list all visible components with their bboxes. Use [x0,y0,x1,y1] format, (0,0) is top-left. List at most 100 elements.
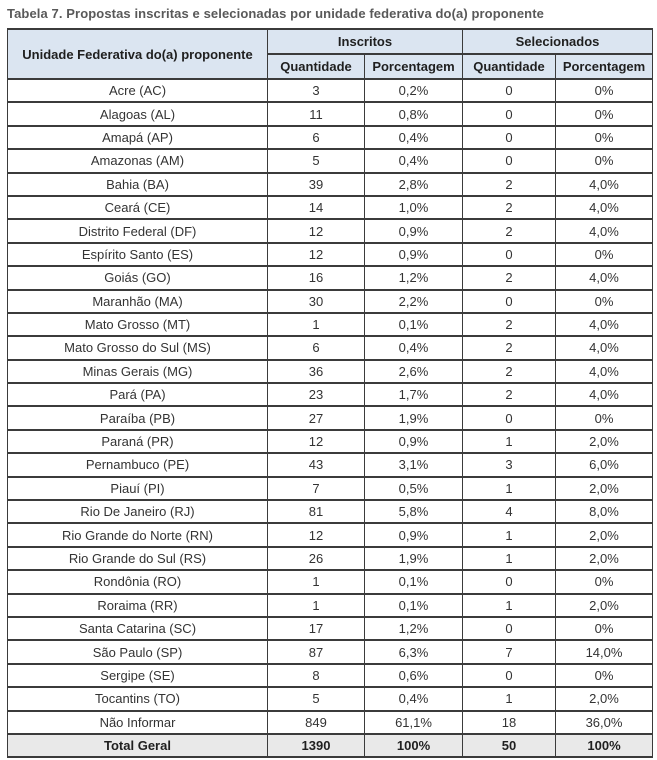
cell-inscritos-quantidade: 6 [267,124,365,151]
cell-uf: Pará (PA) [7,382,268,408]
header-group-selecionados: Selecionados [462,28,653,55]
table-row: Roraima (RR) 1 0,1% 1 2,0% [7,592,653,619]
cell-inscritos-quantidade: 39 [267,171,365,197]
table-row: Pará (PA) 23 1,7% 2 4,0% [7,382,653,408]
cell-inscritos-porcentagem: 1,0% [364,194,463,221]
cell-selecionados-porcentagem: 2,0% [555,428,653,455]
cell-uf: Amazonas (AM) [7,148,268,174]
cell-inscritos-quantidade: 14 [267,194,365,221]
cell-inscritos-porcentagem: 1,2% [364,265,463,291]
cell-inscritos-quantidade: 23 [267,382,365,408]
cell-selecionados-quantidade: 2 [462,311,556,338]
total-inscritos-porcentagem: 100% [364,732,463,759]
table-row: Espírito Santo (ES) 12 0,9% 0 0% [7,241,653,268]
cell-inscritos-quantidade: 11 [267,101,365,127]
cell-inscritos-quantidade: 12 [267,522,365,548]
cell-inscritos-quantidade: 43 [267,452,365,478]
cell-selecionados-quantidade: 2 [462,382,556,408]
cell-selecionados-porcentagem: 0% [555,101,653,127]
header-inscritos-quantidade: Quantidade [267,53,365,80]
cell-selecionados-porcentagem: 0% [555,288,653,314]
cell-inscritos-quantidade: 1 [267,569,365,595]
table-row: São Paulo (SP) 87 6,3% 7 14,0% [7,639,653,665]
table-row: Paraná (PR) 12 0,9% 1 2,0% [7,428,653,455]
cell-selecionados-quantidade: 1 [462,522,556,548]
cell-selecionados-quantidade: 1 [462,545,556,572]
cell-selecionados-porcentagem: 0% [555,124,653,151]
cell-uf: Santa Catarina (SC) [7,615,268,642]
cell-inscritos-porcentagem: 0,9% [364,218,463,244]
cell-selecionados-quantidade: 2 [462,335,556,361]
cell-selecionados-porcentagem: 8,0% [555,499,653,525]
cell-inscritos-porcentagem: 1,9% [364,405,463,431]
cell-selecionados-porcentagem: 0% [555,662,653,689]
cell-inscritos-porcentagem: 0,4% [364,335,463,361]
cell-inscritos-quantidade: 12 [267,428,365,455]
cell-selecionados-quantidade: 1 [462,686,556,712]
total-label: Total Geral [7,732,268,759]
cell-selecionados-porcentagem: 0% [555,615,653,642]
table-row: Não Informar 849 61,1% 18 36,0% [7,709,653,735]
cell-selecionados-quantidade: 0 [462,615,556,642]
table-row: Mato Grosso do Sul (MS) 6 0,4% 2 4,0% [7,335,653,361]
table-title: Tabela 7. Propostas inscritas e selecion… [7,6,544,21]
cell-inscritos-quantidade: 12 [267,218,365,244]
table-row: Paraíba (PB) 27 1,9% 0 0% [7,405,653,431]
cell-inscritos-quantidade: 17 [267,615,365,642]
cell-uf: Acre (AC) [7,77,268,104]
cell-selecionados-quantidade: 0 [462,569,556,595]
cell-selecionados-quantidade: 2 [462,194,556,221]
cell-inscritos-quantidade: 36 [267,358,365,385]
total-inscritos-quantidade: 1390 [267,732,365,759]
cell-inscritos-quantidade: 849 [267,709,365,735]
table-row: Goiás (GO) 16 1,2% 2 4,0% [7,265,653,291]
cell-uf: Rio Grande do Sul (RS) [7,545,268,572]
cell-inscritos-porcentagem: 1,2% [364,615,463,642]
cell-selecionados-quantidade: 0 [462,405,556,431]
cell-selecionados-porcentagem: 4,0% [555,218,653,244]
cell-selecionados-porcentagem: 2,0% [555,522,653,548]
cell-selecionados-porcentagem: 4,0% [555,382,653,408]
table-row: Distrito Federal (DF) 12 0,9% 2 4,0% [7,218,653,244]
cell-selecionados-quantidade: 0 [462,148,556,174]
cell-selecionados-porcentagem: 0% [555,569,653,595]
header-row-groups: Unidade Federativa do(a) proponente Insc… [7,28,653,80]
cell-uf: Espírito Santo (ES) [7,241,268,268]
cell-inscritos-porcentagem: 5,8% [364,499,463,525]
cell-uf: Paraná (PR) [7,428,268,455]
table-row: Mato Grosso (MT) 1 0,1% 2 4,0% [7,311,653,338]
cell-selecionados-porcentagem: 14,0% [555,639,653,665]
cell-uf: Paraíba (PB) [7,405,268,431]
cell-selecionados-quantidade: 1 [462,592,556,619]
cell-selecionados-quantidade: 1 [462,428,556,455]
cell-inscritos-porcentagem: 0,5% [364,475,463,502]
table-row: Rio De Janeiro (RJ) 81 5,8% 4 8,0% [7,499,653,525]
cell-selecionados-porcentagem: 2,0% [555,592,653,619]
cell-uf: Distrito Federal (DF) [7,218,268,244]
cell-uf: Sergipe (SE) [7,662,268,689]
cell-uf: Amapá (AP) [7,124,268,151]
cell-uf: Ceará (CE) [7,194,268,221]
table-row: Bahia (BA) 39 2,8% 2 4,0% [7,171,653,197]
cell-selecionados-porcentagem: 4,0% [555,265,653,291]
cell-selecionados-porcentagem: 0% [555,241,653,268]
cell-selecionados-quantidade: 4 [462,499,556,525]
cell-selecionados-quantidade: 2 [462,265,556,291]
header-uf: Unidade Federativa do(a) proponente [7,28,268,80]
cell-uf: Não Informar [7,709,268,735]
cell-inscritos-quantidade: 81 [267,499,365,525]
table-row: Rondônia (RO) 1 0,1% 0 0% [7,569,653,595]
proposals-by-state-table: Unidade Federativa do(a) proponente Insc… [7,28,653,759]
cell-selecionados-quantidade: 1 [462,475,556,502]
cell-inscritos-porcentagem: 0,1% [364,569,463,595]
header-inscritos-porcentagem: Porcentagem [364,53,463,80]
cell-inscritos-porcentagem: 0,9% [364,241,463,268]
cell-inscritos-porcentagem: 1,9% [364,545,463,572]
table-row: Rio Grande do Sul (RS) 26 1,9% 1 2,0% [7,545,653,572]
cell-selecionados-porcentagem: 4,0% [555,171,653,197]
cell-inscritos-porcentagem: 0,4% [364,148,463,174]
table-footer: Total Geral 1390 100% 50 100% [7,732,653,759]
cell-inscritos-quantidade: 27 [267,405,365,431]
table-row: Santa Catarina (SC) 17 1,2% 0 0% [7,615,653,642]
cell-uf: Alagoas (AL) [7,101,268,127]
